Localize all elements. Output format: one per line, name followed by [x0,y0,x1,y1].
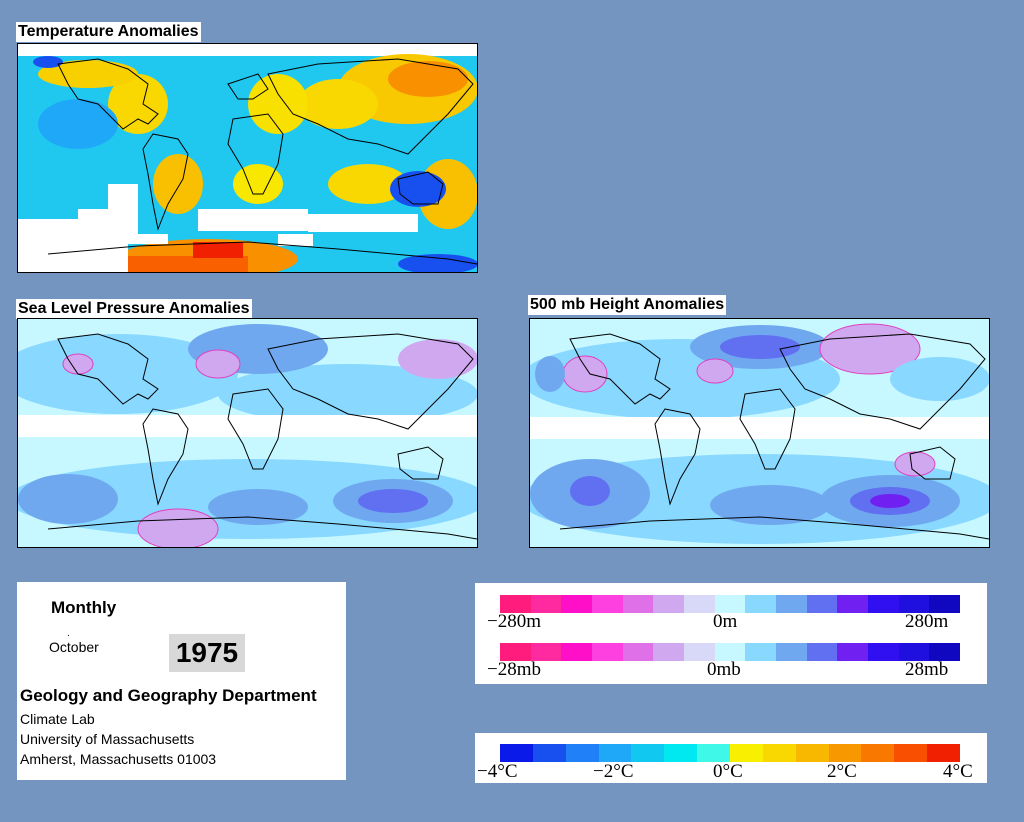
colorbar-swatch [745,595,777,613]
temperature-title: Temperature Anomalies [16,22,201,42]
colorbar-swatch [861,744,895,762]
colorbar-swatch [776,595,807,613]
temperature-colorbar [500,744,961,762]
colorbar-swatch [653,595,685,613]
dot-marker: . [67,628,70,639]
temp-label-2: 2°C [827,761,857,782]
colorbar-swatch [592,643,623,661]
height-colorbar [500,595,961,613]
height-zero-label: 0m [713,611,738,632]
colorbar-swatch [684,595,715,613]
colorbar-swatch [530,595,562,613]
colorbar-swatch [622,643,654,661]
temperature-anomaly-map [17,43,478,273]
colorbar-swatch [894,744,928,762]
colorbar-swatch [622,595,654,613]
height-max-label: 280m [905,611,949,632]
colorbar-swatch [561,595,593,613]
year-label: 1975 [169,634,245,672]
colorbar-swatch [828,744,862,762]
colorbar-swatch [714,595,746,613]
colorbar-swatch [631,744,665,762]
colorbar-swatch [592,595,623,613]
colorbar-swatch [664,744,698,762]
colorbar-swatch [530,643,562,661]
month-label: October [49,639,99,655]
colorbar-swatch [868,643,899,661]
colorbar-swatch [898,643,930,661]
colorbar-swatch [868,595,899,613]
colorbar-swatch [532,744,566,762]
height-min-label: −280m [487,611,541,632]
colorbar-swatch [714,643,746,661]
colorbar-swatch [697,744,731,762]
info-panel: Monthly . October 1975 Geology and Geogr… [17,582,346,780]
department-name: Geology and Geography Department [20,686,317,705]
temp-label-0: 0°C [713,761,743,782]
height500-title: 500 mb Height Anomalies [528,295,727,315]
temperature-legend: −4°C −2°C 0°C 2°C 4°C [475,733,987,783]
colorbar-swatch [837,595,869,613]
lab-name: Climate Lab [20,711,95,727]
pressure-min-label: −28mb [487,659,541,680]
colorbar-swatch [745,643,777,661]
height500-anomaly-map [529,318,990,548]
slp-title: Sea Level Pressure Anomalies [16,299,252,319]
colorbar-swatch [898,595,930,613]
height-pressure-legend: −280m 0m 280m −28mb 0mb 28mb [475,583,987,684]
colorbar-swatch [929,643,961,661]
temp-label-neg4: −4°C [477,761,518,782]
colorbar-swatch [929,595,961,613]
city-address: Amherst, Massachusetts 01003 [20,751,217,767]
temp-label-neg2: −2°C [593,761,634,782]
colorbar-swatch [837,643,869,661]
colorbar-swatch [776,643,807,661]
colorbar-swatch [684,643,715,661]
slp-anomaly-map [17,318,478,548]
colorbar-swatch [806,595,838,613]
colorbar-swatch [565,744,599,762]
colorbar-swatch [500,595,531,613]
temp-label-4: 4°C [943,761,973,782]
colorbar-swatch [730,744,763,762]
colorbar-swatch [500,744,533,762]
colorbar-swatch [500,643,531,661]
colorbar-swatch [762,744,796,762]
pressure-zero-label: 0mb [707,659,741,680]
pressure-max-label: 28mb [905,659,949,680]
colorbar-swatch [927,744,961,762]
colorbar-swatch [795,744,829,762]
period-label: Monthly [51,598,117,617]
colorbar-swatch [598,744,632,762]
pressure-colorbar [500,643,961,661]
university-name: University of Massachusetts [20,731,195,747]
colorbar-swatch [561,643,593,661]
colorbar-swatch [806,643,838,661]
colorbar-swatch [653,643,685,661]
